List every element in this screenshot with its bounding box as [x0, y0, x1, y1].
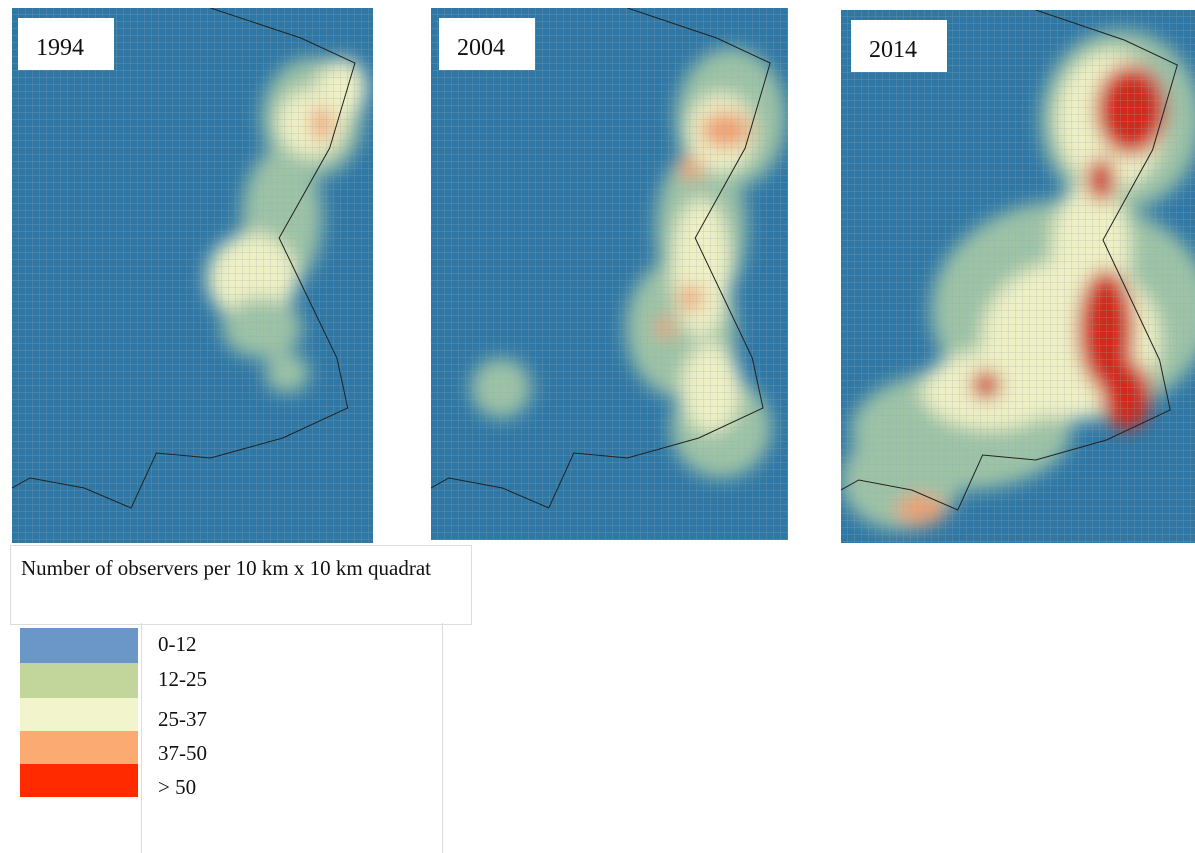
year-box — [851, 20, 947, 72]
year-label: 2004 — [457, 35, 505, 61]
map-panel: 2014 — [841, 10, 1195, 543]
quadrat-grid — [431, 8, 788, 540]
legend-swatch — [20, 698, 138, 731]
legend-swatch — [20, 628, 138, 663]
map-layer — [841, 10, 1195, 543]
year-label: 1994 — [36, 35, 84, 61]
map-layer — [431, 8, 788, 540]
map-panel: 2004 — [431, 8, 788, 540]
legend-label: 0-12 — [158, 632, 197, 656]
quadrat-grid — [12, 8, 373, 543]
year-label: 2014 — [869, 37, 917, 63]
legend-label: 12-25 — [158, 667, 207, 691]
maps: 1994 2004 2014 — [12, 8, 1195, 543]
map-layer — [12, 8, 373, 543]
legend-label: 37-50 — [158, 741, 207, 765]
legend-frame — [141, 623, 443, 853]
border — [841, 10, 1178, 511]
legend-swatch — [20, 764, 138, 797]
border — [12, 8, 356, 509]
legend-label: > 50 — [158, 775, 197, 799]
year-box — [439, 18, 535, 70]
year-box — [18, 18, 114, 70]
quadrat-grid — [841, 10, 1195, 543]
legend-swatch — [20, 731, 138, 764]
legend-title: Number of observers per 10 km x 10 km qu… — [10, 545, 472, 625]
legend-swatch — [20, 663, 138, 698]
map-panel: 1994 — [12, 8, 373, 543]
border — [431, 8, 771, 509]
legend-label: 25-37 — [158, 707, 207, 731]
